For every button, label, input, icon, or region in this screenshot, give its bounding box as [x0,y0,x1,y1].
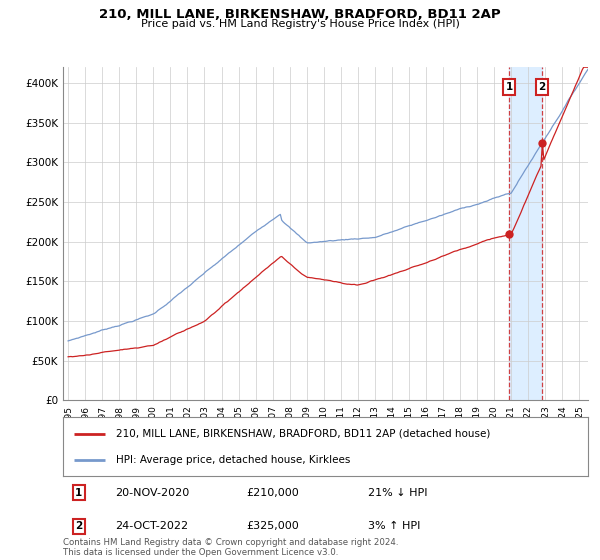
Text: Contains HM Land Registry data © Crown copyright and database right 2024.
This d: Contains HM Land Registry data © Crown c… [63,538,398,557]
Text: 24-OCT-2022: 24-OCT-2022 [115,521,188,531]
Text: 210, MILL LANE, BIRKENSHAW, BRADFORD, BD11 2AP (detached house): 210, MILL LANE, BIRKENSHAW, BRADFORD, BD… [115,428,490,438]
Text: 1: 1 [75,488,82,498]
Bar [509,67,542,400]
Text: HPI: Average price, detached house, Kirklees: HPI: Average price, detached house, Kirk… [115,455,350,465]
Text: £210,000: £210,000 [247,488,299,498]
Text: 3% ↑ HPI: 3% ↑ HPI [367,521,420,531]
Text: 210, MILL LANE, BIRKENSHAW, BRADFORD, BD11 2AP: 210, MILL LANE, BIRKENSHAW, BRADFORD, BD… [99,8,501,21]
Text: 21% ↓ HPI: 21% ↓ HPI [367,488,427,498]
Text: 2: 2 [75,521,82,531]
Text: 1: 1 [506,82,513,92]
Text: 2: 2 [538,82,545,92]
Text: Price paid vs. HM Land Registry's House Price Index (HPI): Price paid vs. HM Land Registry's House … [140,19,460,29]
Text: 20-NOV-2020: 20-NOV-2020 [115,488,190,498]
Text: £325,000: £325,000 [247,521,299,531]
